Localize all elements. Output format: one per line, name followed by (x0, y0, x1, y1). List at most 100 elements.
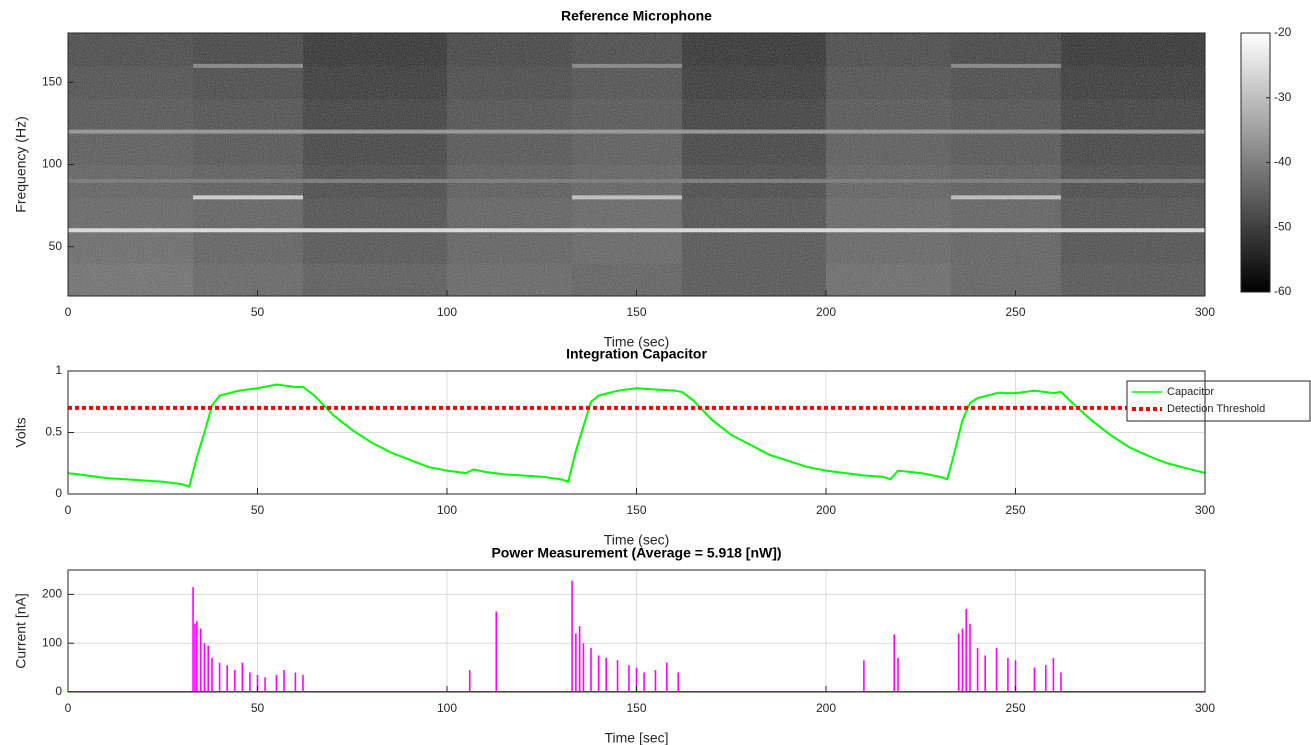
bar (571, 580, 573, 692)
y-tick-label: 1 (55, 363, 62, 377)
tone-line (68, 129, 1205, 134)
x-axis-label: Time [sec] (604, 730, 668, 745)
bar (256, 674, 259, 692)
x-axis-label: Time (sec) (604, 334, 670, 350)
x-tick-label: 50 (251, 305, 265, 319)
x-tick-label: 250 (1005, 305, 1025, 319)
x-tick-label: 100 (437, 701, 457, 715)
bar (468, 670, 471, 692)
colorbar (1240, 32, 1271, 293)
bar (666, 662, 668, 692)
chart-title: Power Measurement (Average = 5.918 [nW]) (491, 545, 781, 561)
bar (863, 660, 865, 692)
y-tick-label: 0 (55, 486, 62, 500)
legend-label: Detection Threshold (1167, 403, 1265, 415)
x-tick-label: 300 (1195, 503, 1215, 517)
y-axis-label: Current [nA] (13, 593, 29, 668)
bar (984, 655, 986, 692)
tone-line (68, 228, 1205, 233)
bar (961, 628, 964, 692)
bar (207, 645, 210, 692)
colorbar-tick-label: -30 (1274, 90, 1292, 104)
x-tick-label: 150 (626, 701, 646, 715)
y-axis-label: Volts (13, 417, 29, 447)
tone-line (193, 195, 303, 200)
noise-texture (68, 33, 1205, 296)
bar (597, 655, 600, 692)
plot-content (68, 33, 1205, 296)
bar (218, 662, 221, 692)
bar (226, 665, 228, 692)
x-tick-label: 50 (251, 701, 265, 715)
chart-title: Reference Microphone (561, 8, 712, 24)
x-tick-label: 250 (1005, 701, 1025, 715)
tone-line (68, 178, 1205, 183)
x-tick-label: 200 (816, 503, 836, 517)
bar (628, 665, 630, 692)
bar (976, 648, 979, 692)
bar (283, 670, 285, 692)
bar (211, 657, 213, 692)
y-tick-label: 150 (42, 74, 62, 88)
bar (654, 670, 657, 692)
bar (199, 628, 202, 692)
tone-line (572, 63, 682, 68)
x-tick-label: 150 (626, 305, 646, 319)
tone-line (951, 195, 1061, 200)
bar (965, 609, 968, 692)
bar (578, 626, 581, 692)
bar (575, 633, 577, 692)
tone-line (951, 63, 1061, 68)
y-tick-label: 0.5 (45, 425, 62, 439)
colorbar-tick-label: -50 (1274, 219, 1292, 233)
legend-box (1126, 380, 1311, 422)
bar (275, 674, 278, 692)
x-tick-label: 0 (65, 305, 72, 319)
bar (196, 621, 198, 692)
bar (590, 648, 592, 692)
bar (241, 662, 244, 692)
bar (194, 623, 196, 692)
x-tick-label: 0 (65, 503, 72, 517)
x-tick-label: 100 (437, 305, 457, 319)
bar (957, 633, 960, 692)
y-tick-label: 200 (42, 587, 62, 601)
y-axis-label: Frequency (Hz) (13, 116, 29, 212)
bar (1060, 672, 1062, 692)
bar (677, 672, 679, 692)
bar (995, 648, 998, 692)
x-tick-label: 250 (1005, 503, 1025, 517)
bar (192, 587, 194, 692)
x-tick-label: 150 (626, 503, 646, 517)
tone-line (572, 195, 682, 200)
bar (616, 660, 619, 692)
bar (1033, 667, 1036, 692)
bar (495, 611, 498, 692)
y-tick-label: 50 (49, 239, 63, 253)
bar (1045, 665, 1047, 692)
bar (605, 657, 607, 692)
y-tick-label: 100 (42, 635, 62, 649)
x-tick-label: 200 (816, 305, 836, 319)
bar (897, 657, 899, 692)
x-tick-label: 0 (65, 701, 72, 715)
bar (643, 672, 645, 692)
bar (1007, 657, 1009, 692)
bar (294, 672, 297, 692)
bar (969, 623, 971, 692)
bar (635, 667, 638, 692)
colorbar-tick-label: -60 (1274, 284, 1292, 298)
legend-label: Capacitor (1167, 386, 1214, 398)
bar (264, 677, 266, 692)
chart-title: Integration Capacitor (566, 346, 707, 362)
bar (233, 670, 236, 692)
bar (893, 634, 896, 692)
x-tick-label: 300 (1195, 305, 1215, 319)
bar (302, 674, 304, 692)
x-tick-label: 200 (816, 701, 836, 715)
colorbar-tick-label: -40 (1274, 155, 1292, 169)
x-tick-label: 50 (251, 503, 265, 517)
colorbar-tick-label: -20 (1274, 25, 1292, 39)
x-axis-label: Time (sec) (604, 532, 670, 548)
bar (203, 643, 206, 692)
